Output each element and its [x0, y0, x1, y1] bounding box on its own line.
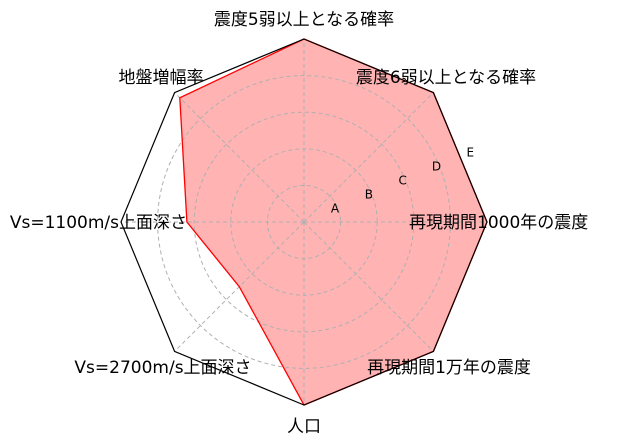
axis-label-3: 再現期間1000年の震度: [409, 213, 588, 233]
rank-label-C: C: [399, 174, 407, 188]
rank-label-D: D: [432, 160, 441, 174]
axis-label-6: Vs=2700m/s上面深さ: [74, 358, 251, 378]
axis-label-1: 震度5弱以上となる確率: [214, 10, 394, 30]
grid-spoke-4: [303, 221, 434, 352]
axis-label-5: 人口: [287, 417, 321, 437]
radar-frame: [120, 38, 488, 406]
axis-label-2: 震度6弱以上となる確率: [356, 68, 536, 88]
axis-label-8: 地盤増幅率: [119, 68, 204, 88]
axis-label-7: Vs=1100m/s上面深さ: [10, 213, 187, 233]
rank-label-B: B: [365, 188, 373, 202]
axis-label-4: 再現期間1万年の震度: [367, 358, 531, 378]
grid-ring-3: [193, 111, 415, 333]
grid-spoke-2: [303, 92, 434, 223]
grid-spoke-8: [174, 92, 305, 223]
rank-label-A: A: [331, 202, 340, 216]
rank-label-E: E: [467, 146, 475, 160]
grid-ring-4: [157, 75, 451, 369]
